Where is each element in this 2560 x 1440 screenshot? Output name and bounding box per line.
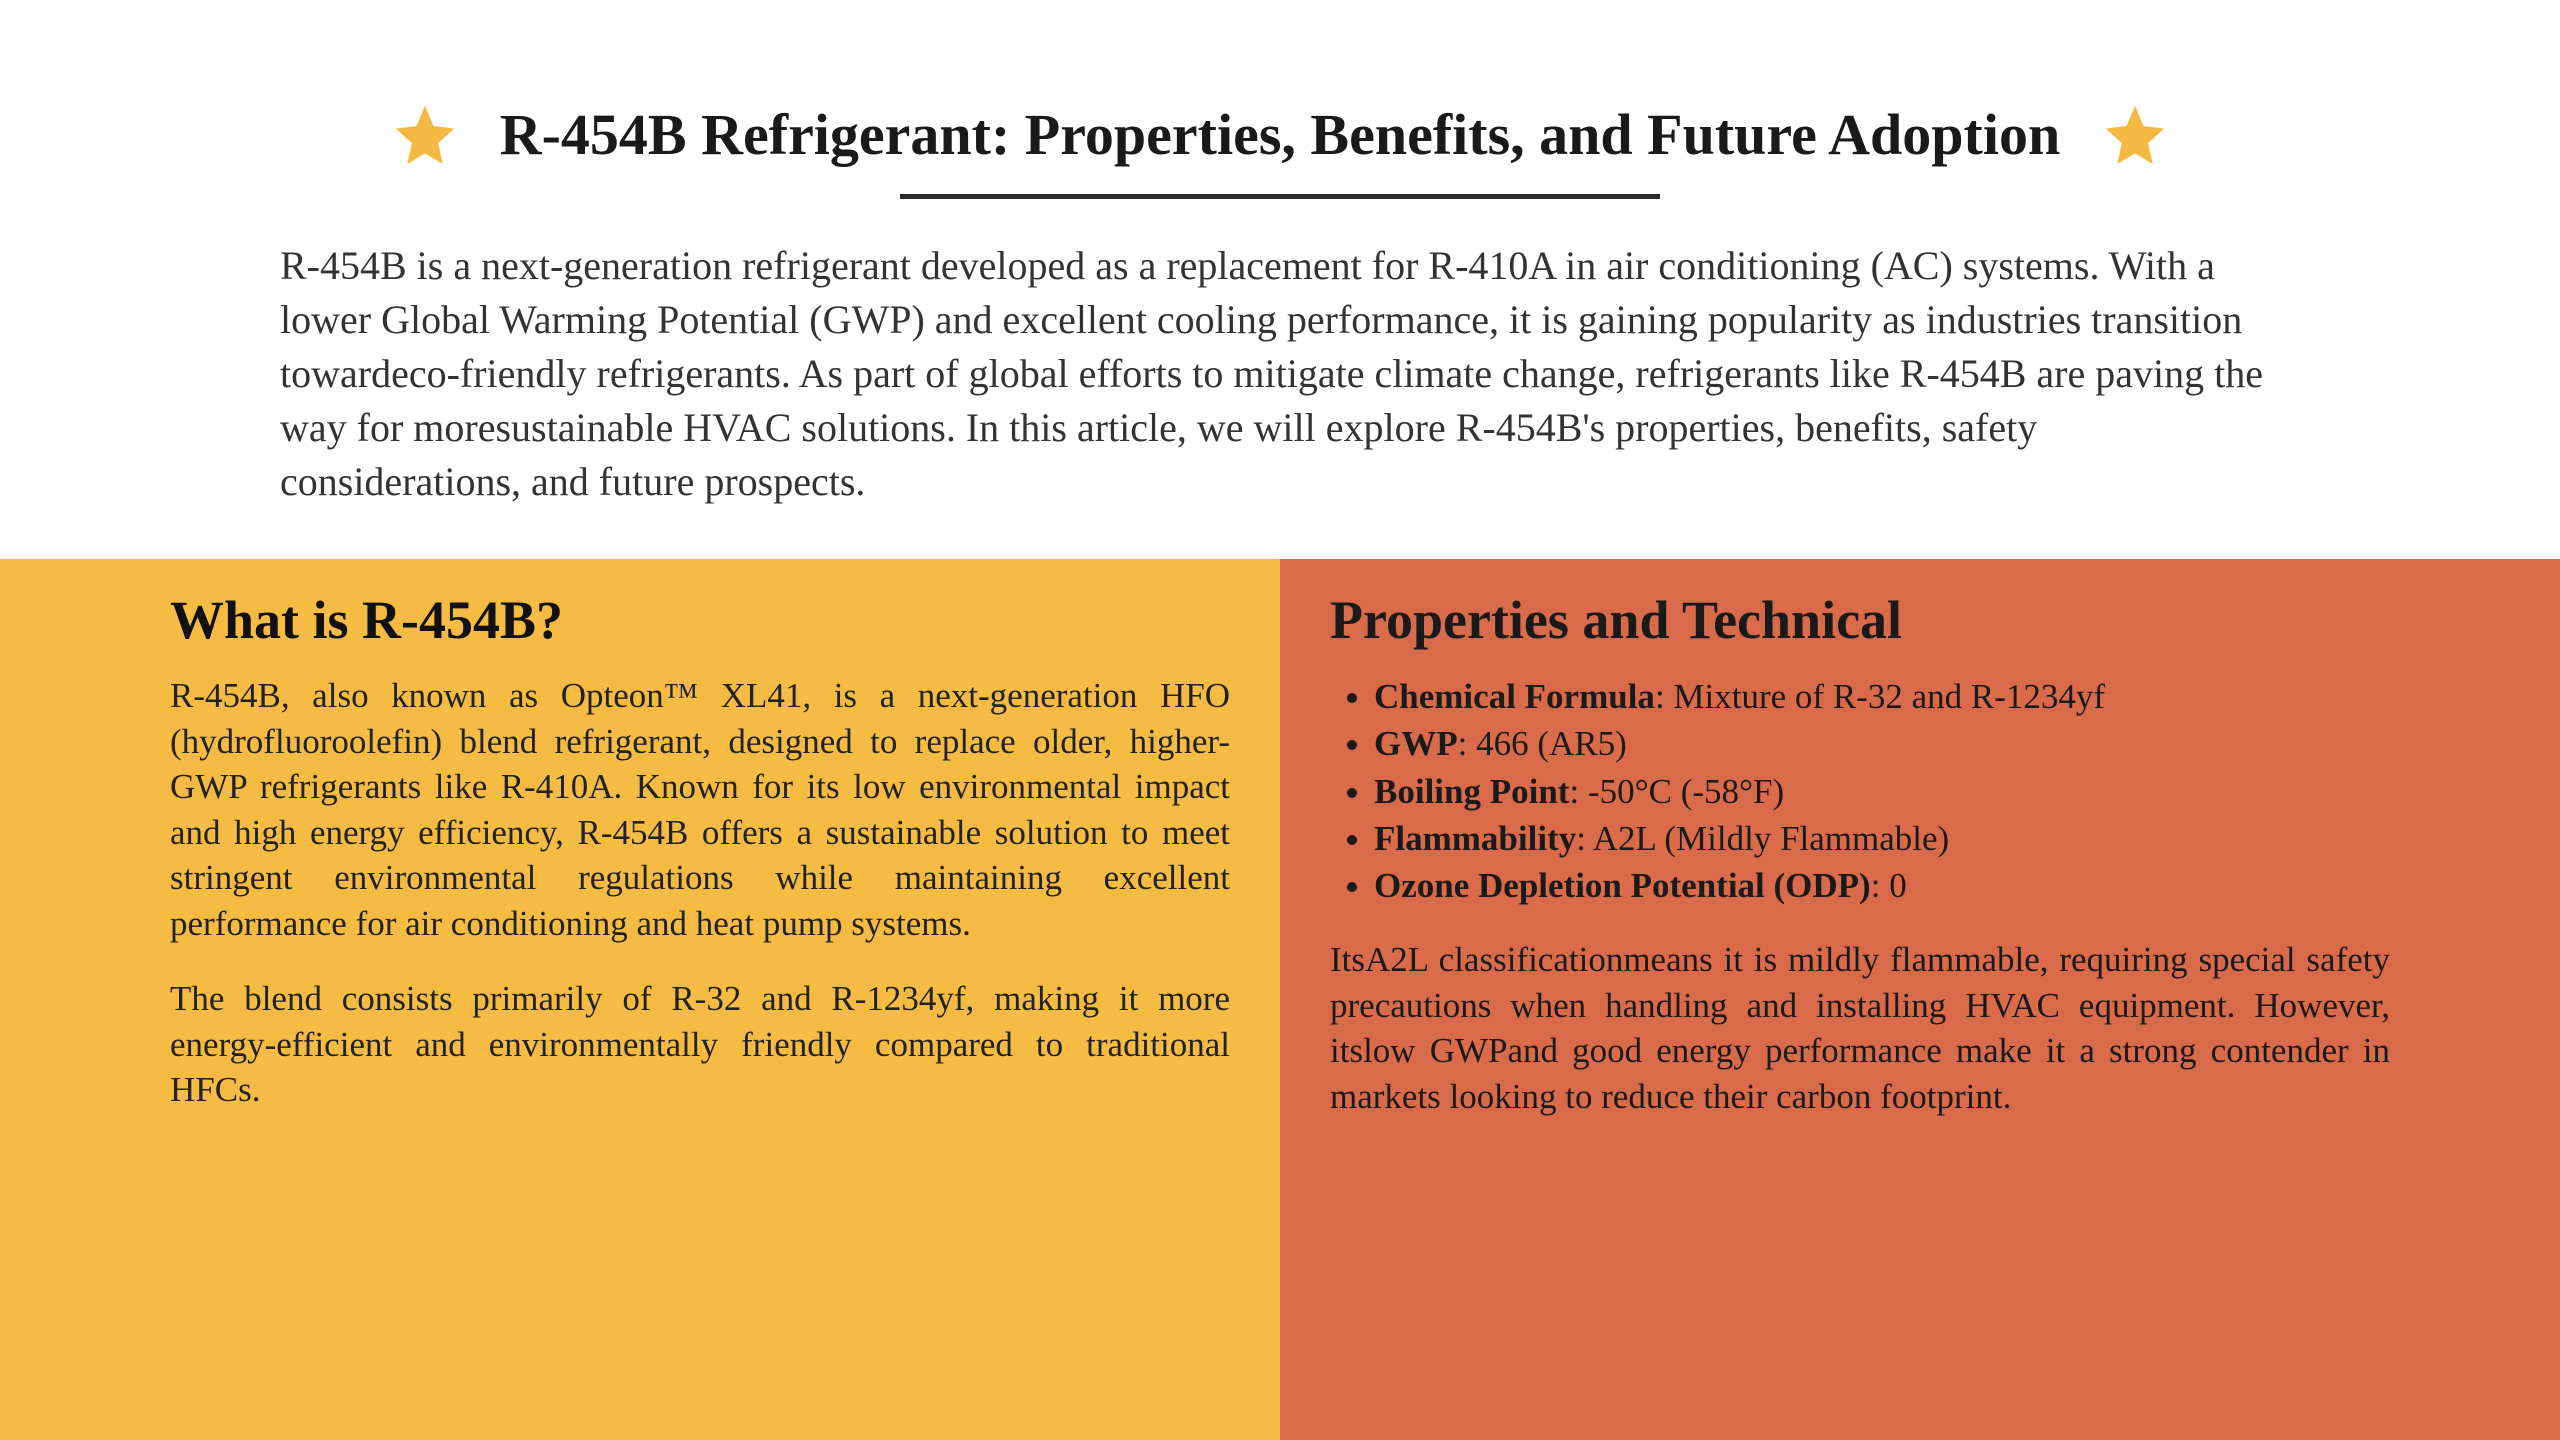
header: R-454B Refrigerant: Properties, Benefits… bbox=[0, 100, 2560, 170]
right-heading: Properties and Technical bbox=[1330, 589, 2390, 651]
list-item: Flammability: A2L (Mildly Flammable) bbox=[1374, 815, 2390, 862]
title-rule bbox=[900, 194, 1660, 199]
right-panel: Properties and Technical Chemical Formul… bbox=[1280, 559, 2560, 1440]
left-paragraph-2: The blend consists primarily of R-32 and… bbox=[170, 976, 1230, 1113]
intro-paragraph: R-454B is a next-generation refrigerant … bbox=[0, 239, 2560, 559]
star-icon bbox=[390, 100, 460, 170]
list-item: Chemical Formula: Mixture of R-32 and R-… bbox=[1374, 673, 2390, 720]
list-item: Boiling Point: -50°C (-58°F) bbox=[1374, 768, 2390, 815]
star-icon bbox=[2100, 100, 2170, 170]
left-paragraph-1: R-454B, also known as Opteon™ XL41, is a… bbox=[170, 673, 1230, 946]
right-note: ItsA2L classificationmeans it is mildly … bbox=[1330, 937, 2390, 1119]
list-item: Ozone Depletion Potential (ODP): 0 bbox=[1374, 862, 2390, 909]
columns: What is R-454B? R-454B, also known as Op… bbox=[0, 559, 2560, 1440]
left-panel: What is R-454B? R-454B, also known as Op… bbox=[0, 559, 1280, 1440]
list-item: GWP: 466 (AR5) bbox=[1374, 720, 2390, 767]
properties-list: Chemical Formula: Mixture of R-32 and R-… bbox=[1330, 673, 2390, 909]
page-title: R-454B Refrigerant: Properties, Benefits… bbox=[500, 102, 2061, 169]
page: R-454B Refrigerant: Properties, Benefits… bbox=[0, 0, 2560, 1440]
left-heading: What is R-454B? bbox=[170, 589, 1230, 651]
